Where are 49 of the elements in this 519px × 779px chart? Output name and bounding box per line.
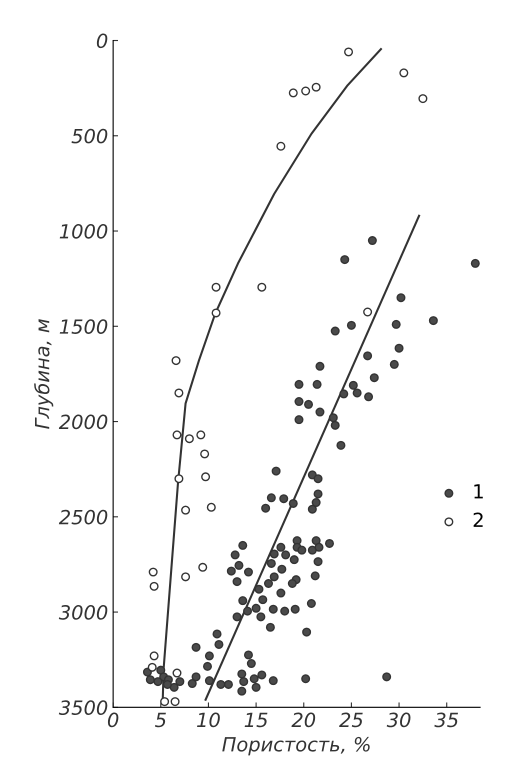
point — [212, 308, 221, 318]
point — [200, 449, 210, 458]
point — [301, 86, 310, 96]
point — [196, 430, 206, 440]
x-tick-label: 0 — [108, 712, 118, 728]
point — [288, 88, 298, 98]
point — [181, 506, 190, 515]
y-tick-label: 2000 — [58, 414, 108, 430]
point — [212, 282, 221, 292]
point — [399, 68, 408, 78]
point — [312, 82, 321, 92]
point — [148, 662, 157, 672]
point — [418, 94, 428, 104]
point — [184, 434, 194, 444]
x-tick-label: 30 — [386, 712, 410, 728]
point — [174, 474, 184, 484]
x-tick-label: 10 — [197, 712, 220, 728]
point — [150, 582, 159, 591]
x-tick-label: 5 — [155, 712, 166, 728]
point — [172, 430, 182, 440]
point — [172, 668, 182, 678]
x-axis-title: Пористость, % — [222, 736, 370, 756]
point — [257, 282, 266, 292]
point — [170, 697, 180, 706]
x-tick-label: 15 — [244, 712, 268, 728]
legend-label: 2 — [474, 512, 483, 527]
point — [150, 651, 159, 660]
point — [198, 562, 208, 572]
y-tick-label: 2500 — [58, 510, 108, 524]
point — [172, 356, 181, 366]
y-tick-label: 1000 — [60, 224, 108, 239]
y-axis-title: Глубина, м — [34, 319, 54, 429]
x-tick-label: 25 — [339, 712, 363, 728]
point — [181, 572, 190, 582]
y-tick-label: 500 — [72, 128, 108, 144]
x-tick-label: 20 — [291, 712, 316, 728]
point — [206, 502, 216, 512]
point — [276, 142, 286, 151]
point — [148, 568, 158, 577]
x-tick-label: 35 — [434, 712, 458, 728]
point — [363, 308, 372, 316]
y-tick-label: 1500 — [60, 319, 108, 334]
y-tick-label: 3000 — [58, 605, 108, 620]
legend-label: 1 — [474, 484, 483, 498]
y-tick-label: 3500 — [58, 700, 108, 715]
point — [344, 47, 354, 56]
y-tick-label: 0 — [96, 33, 108, 48]
point — [174, 388, 184, 398]
point — [201, 472, 210, 482]
